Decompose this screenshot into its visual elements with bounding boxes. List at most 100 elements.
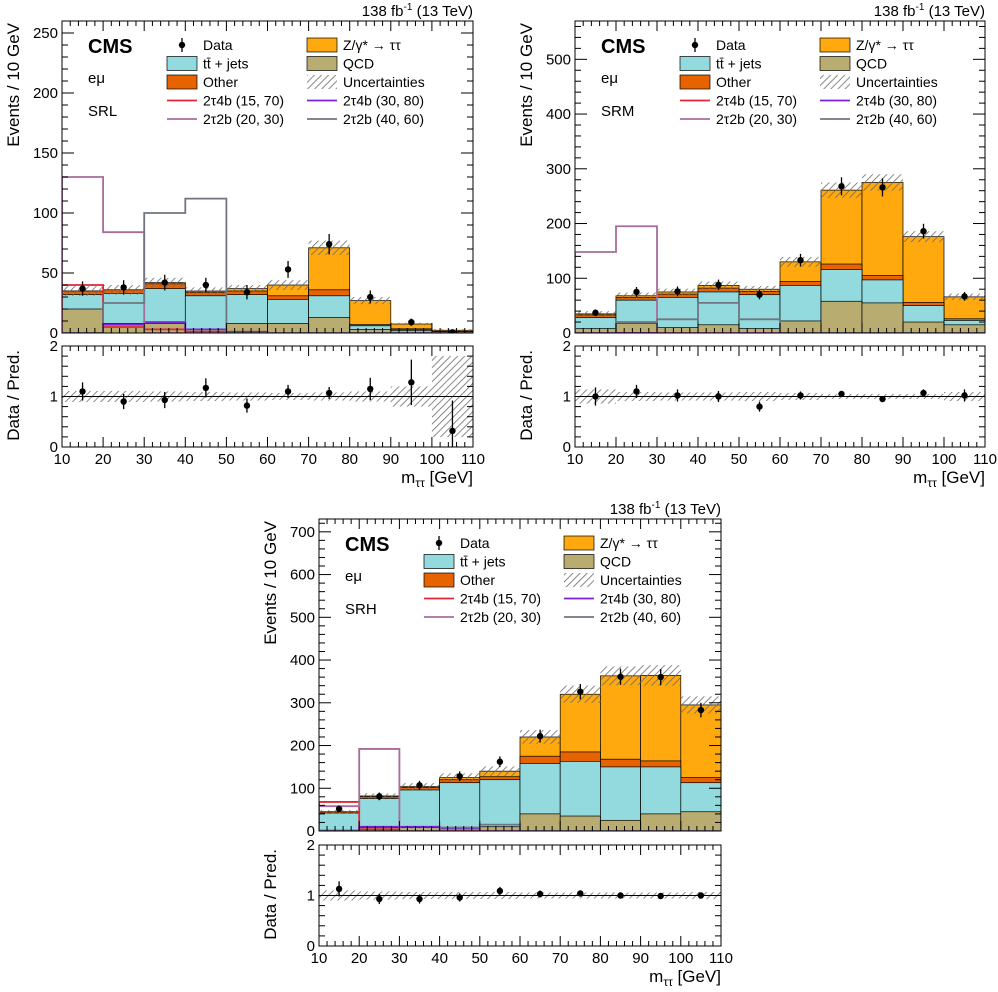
unc-band-bin-4 <box>479 766 520 776</box>
ratio-point-bin-6 <box>577 890 584 897</box>
x-tick-label: 40 <box>431 950 448 967</box>
legend-entry-qcd: QCD <box>306 56 374 72</box>
legend-entry-tt: tt̄ + jets <box>423 554 506 570</box>
x-axis-title: mττ [GeV] <box>649 967 721 989</box>
legend-entry-other: Other <box>679 74 751 90</box>
y-tick-label: 400 <box>546 106 571 123</box>
legend-entry-ztt: Z/γ* → ττ <box>563 535 658 551</box>
data-point-bin-4 <box>756 291 763 298</box>
legend-entry-tt: tt̄ + jets <box>166 56 249 72</box>
legend-swatch <box>166 74 198 90</box>
data-point-bin-5 <box>284 266 292 273</box>
ratio-point-bin-6 <box>325 389 333 397</box>
legend-entry-s1: 2τ4b (15, 70) <box>424 591 541 607</box>
bar-qcd-bin-6 <box>308 317 351 333</box>
ratio-y-tick-label: 1 <box>307 888 315 905</box>
y-tick-label: 200 <box>290 738 315 755</box>
data-point-bin-5 <box>536 732 544 740</box>
x-tick-label: 10 <box>54 451 71 468</box>
data-point-bin-0 <box>592 309 599 316</box>
ratio-y-tick-label: 1 <box>50 389 58 406</box>
legend-label: Other <box>716 74 751 90</box>
legend-entry-s3: 2τ2b (20, 30) <box>680 111 797 127</box>
ratio-point-bin-4 <box>496 887 504 895</box>
ratio-y-tick-label: 0 <box>307 938 315 955</box>
ratio-point-bin-1 <box>633 388 640 395</box>
bar-qcd-bin-5 <box>519 813 561 831</box>
data-point-bin-3 <box>202 281 210 289</box>
legend-label: 2τ4b (15, 70) <box>460 591 541 607</box>
legend-label: 2τ4b (15, 70) <box>716 93 797 109</box>
data-point-bin-9 <box>449 329 456 333</box>
y-axis-title: Events / 10 GeV <box>517 22 536 146</box>
y-tick-label: 100 <box>546 270 571 287</box>
bar-qcd-bin-0 <box>62 308 104 333</box>
ratio-point-bin-8 <box>920 389 927 397</box>
x-tick-label: 40 <box>690 451 707 468</box>
data-point-bin-1 <box>376 793 383 800</box>
legend-entry-s2: 2τ4b (30, 80) <box>820 93 937 109</box>
ratio-y-axis-title: Data / Pred. <box>261 849 280 940</box>
bar-tt-bin-4 <box>479 779 521 831</box>
bar-qcd-bin-6 <box>559 815 601 831</box>
data-point-bin-2 <box>674 288 681 295</box>
legend-label: Z/γ* → ττ <box>856 37 914 53</box>
ratio-y-tick-label: 0 <box>563 439 571 456</box>
signal-line-s3 <box>575 225 985 333</box>
legend-label: Uncertainties <box>600 572 682 588</box>
data-point-bin-6 <box>577 688 584 695</box>
ratio-plot-area <box>62 356 473 447</box>
x-tick-label: 60 <box>259 451 276 468</box>
legend-swatch-hatch <box>820 75 850 89</box>
legend-label: Uncertainties <box>343 74 425 90</box>
ratio-y-axis-title: Data / Pred. <box>517 350 536 441</box>
legend-label: 2τ2b (20, 30) <box>716 111 797 127</box>
data-point-bin-2 <box>161 279 168 286</box>
ratio-point-bin-9 <box>961 392 968 399</box>
data-point-bin-6 <box>838 183 845 190</box>
legend-marker-dot <box>435 539 443 547</box>
ratio-point-bin-4 <box>756 403 763 410</box>
legend-entry-s1: 2τ4b (15, 70) <box>680 93 797 109</box>
legend-label: 2τ4b (30, 80) <box>600 591 681 607</box>
legend: Data Z/γ* → ττ tt̄ + jets QCD Other Uncertain… <box>423 535 682 625</box>
ratio-point-bin-5 <box>284 388 292 395</box>
x-axis-title: mττ [GeV] <box>913 468 985 490</box>
channel-label: eμ <box>345 568 362 585</box>
legend-entry-s1: 2τ4b (15, 70) <box>167 93 284 109</box>
legend-swatch <box>679 56 711 71</box>
ratio-point-bin-0 <box>592 393 599 400</box>
bar-qcd-bin-5 <box>779 320 822 333</box>
legend-label: Other <box>460 572 495 588</box>
bar-qcd-bin-5 <box>267 323 309 333</box>
legend-swatch <box>819 37 851 53</box>
bar-qcd-bin-6 <box>820 300 863 333</box>
ratio-point-bin-7 <box>879 395 886 403</box>
legend-label: Z/γ* → ττ <box>600 535 658 551</box>
x-tick-label: 30 <box>649 451 666 468</box>
data-point-bin-5 <box>797 257 804 264</box>
bar-tt-bin-2 <box>399 789 440 831</box>
legend-marker-dot <box>178 41 186 49</box>
ratio-point-bin-1 <box>376 895 383 903</box>
legend-label: Z/γ* → ττ <box>343 37 401 53</box>
ratio-point-bin-0 <box>335 885 343 893</box>
bar-tt-bin-2 <box>656 297 699 333</box>
x-tick-label: 60 <box>512 950 529 967</box>
x-tick-label: 100 <box>931 451 956 468</box>
bar-qcd-bin-7 <box>600 819 641 831</box>
ratio-y-axis-title: Data / Pred. <box>4 350 23 441</box>
cms-label: CMS <box>601 36 645 58</box>
legend-swatch <box>423 572 455 588</box>
x-tick-label: 100 <box>668 950 693 967</box>
ratio-point-bin-7 <box>617 892 624 899</box>
x-tick-label: 100 <box>419 451 444 468</box>
ratio-point-bin-9 <box>449 427 456 435</box>
legend-label: Data <box>460 535 490 551</box>
unc-band-bin-4 <box>739 285 780 293</box>
x-tick-label: 50 <box>218 451 235 468</box>
legend-entry-unc: Uncertainties <box>564 572 682 588</box>
ratio-point-bin-2 <box>674 392 681 399</box>
